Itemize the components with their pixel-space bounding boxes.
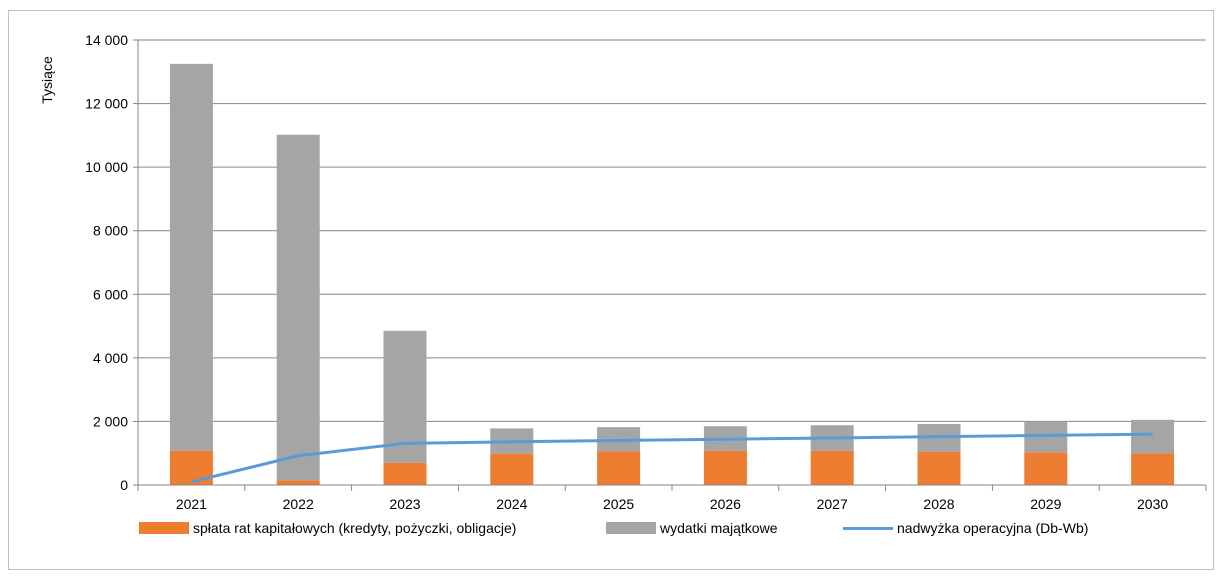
- x-tick-label: 2023: [389, 496, 420, 512]
- legend-swatch-wydatki: [606, 522, 656, 534]
- bar-wydatki: [1131, 419, 1175, 454]
- bar-splata: [383, 462, 427, 485]
- x-tick-label: 2029: [1030, 496, 1061, 512]
- line-nadwyzka: [191, 432, 1153, 484]
- y-axis-title: Tysiące: [39, 56, 55, 104]
- bar-splata: [490, 453, 534, 485]
- bar-wydatki: [169, 63, 213, 451]
- bar-splata: [597, 451, 641, 485]
- bar-wydatki: [276, 134, 320, 481]
- x-tick-label: 2027: [817, 496, 848, 512]
- y-tick-label: 4 000: [93, 350, 128, 366]
- legend-swatch-splata: [139, 522, 189, 534]
- legend-label-splata: spłata rat kapitałowych (kredyty, pożycz…: [193, 520, 517, 536]
- bar-splata: [276, 480, 320, 485]
- x-tick-label: 2025: [603, 496, 634, 512]
- x-tick-label: 2021: [176, 496, 207, 512]
- legend: spłata rat kapitałowych (kredyty, pożycz…: [0, 520, 1223, 550]
- legend-item-wydatki: wydatki majątkowe: [606, 520, 778, 536]
- bar-splata: [1024, 452, 1068, 485]
- bar-splata: [169, 450, 213, 485]
- x-tick-label: 2024: [496, 496, 527, 512]
- y-tick-label: 12 000: [85, 96, 128, 112]
- legend-label-nadwyzka: nadwyżka operacyjna (Db-Wb): [897, 520, 1089, 536]
- legend-item-nadwyzka: nadwyżka operacyjna (Db-Wb): [843, 520, 1088, 536]
- legend-line-nadwyzka: [843, 526, 893, 530]
- bar-wydatki: [1024, 422, 1068, 453]
- y-tick-label: 6 000: [93, 286, 128, 302]
- x-tick-label: 2028: [923, 496, 954, 512]
- bar-splata: [703, 450, 747, 485]
- y-tick-label: 14 000: [85, 32, 128, 48]
- x-tick-label: 2022: [283, 496, 314, 512]
- legend-item-splata: spłata rat kapitałowych (kredyty, pożycz…: [139, 520, 516, 536]
- x-tick-label: 2026: [710, 496, 741, 512]
- y-tick-label: 8 000: [93, 223, 128, 239]
- y-tick-label: 10 000: [85, 159, 128, 175]
- y-tick-label: 2 000: [93, 413, 128, 429]
- axes: 0 2 000 4 000 6 000 8 000 10 000 12 000 14 000 2…: [85, 32, 1207, 512]
- y-tick-label: 0: [120, 477, 128, 493]
- bar-splata: [917, 451, 961, 485]
- x-tick-label: 2030: [1137, 496, 1168, 512]
- line-series: [191, 432, 1153, 484]
- bar-wydatki: [383, 330, 427, 463]
- bars: [169, 63, 1175, 485]
- bar-splata: [1131, 453, 1175, 485]
- legend-label-wydatki: wydatki majątkowe: [660, 520, 778, 536]
- bar-splata: [810, 450, 854, 485]
